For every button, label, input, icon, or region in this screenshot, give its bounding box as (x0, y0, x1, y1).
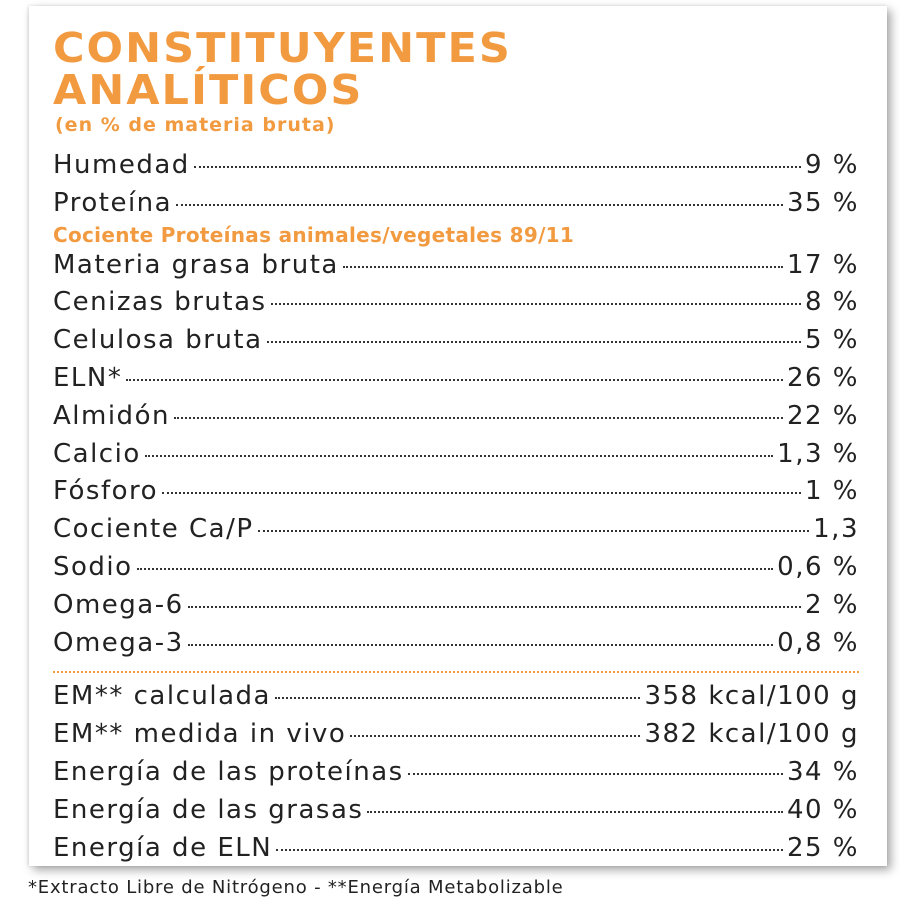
row-label: EM** medida in vivo (53, 719, 347, 750)
row-value: 1 % (804, 476, 859, 507)
dot-leader (187, 643, 774, 646)
row-value: 8 % (804, 287, 859, 318)
row-label: Energía de las grasas (53, 794, 364, 825)
constituent-row: Cenizas brutas 8 % (53, 287, 859, 325)
constituent-row: Omega-6 2 % (53, 590, 859, 628)
row-label: Cociente Ca/P (53, 514, 254, 545)
constituent-row: Omega-3 0,8 % (53, 628, 859, 666)
dot-leader (367, 810, 783, 813)
row-value: 5 % (804, 325, 859, 356)
title-line-1: CONSTITUYENTES (53, 25, 512, 73)
row-value: 35 % (786, 187, 859, 218)
dot-leader (144, 454, 774, 457)
subtitle: (en % de materia bruta) (55, 114, 336, 136)
dot-leader (187, 605, 801, 608)
row-value: 358 kcal/100 g (644, 681, 859, 712)
dot-leader (342, 265, 783, 268)
dot-leader (162, 492, 801, 495)
row-value: 22 % (786, 400, 859, 431)
row-value: 26 % (786, 362, 859, 393)
dot-leader (126, 378, 783, 381)
analysis-card: CONSTITUYENTES ANALÍTICOS (en % de mater… (29, 6, 887, 866)
constituents-list: Humedad 9 % Proteína 35 % Cociente Prote… (53, 150, 859, 870)
dot-leader (274, 697, 641, 700)
row-value: 1,3 % (777, 438, 859, 469)
page-title: CONSTITUYENTES ANALÍTICOS (53, 28, 512, 112)
energy-row: Energía de las grasas 40 % (53, 795, 859, 833)
constituent-row: Sodio 0,6 % (53, 552, 859, 590)
row-value: 1,3 (813, 514, 859, 545)
dot-leader (270, 303, 801, 306)
constituent-row: ELN* 26 % (53, 363, 859, 401)
row-label: Omega-3 (53, 627, 184, 658)
row-label: Energía de ELN (53, 832, 273, 863)
energy-row: EM** calculada 358 kcal/100 g (53, 681, 859, 719)
dot-leader (276, 848, 783, 851)
constituent-row: Cociente Ca/P 1,3 (53, 514, 859, 552)
section-divider (53, 671, 859, 674)
dot-leader (266, 341, 801, 344)
row-value: 40 % (786, 794, 859, 825)
constituent-row: Fósforo 1 % (53, 476, 859, 514)
row-label: Energía de las proteínas (53, 756, 404, 787)
constituent-row: Calcio 1,3 % (53, 439, 859, 477)
row-label: Sodio (53, 551, 133, 582)
row-value: 17 % (786, 249, 859, 280)
energy-row: Energía de ELN 25 % (53, 833, 859, 871)
protein-ratio-note: Cociente Proteínas animales/vegetales 89… (53, 222, 575, 247)
footnote: *Extracto Libre de Nitrógeno - **Energía… (28, 877, 564, 898)
row-label: Calcio (53, 438, 141, 469)
constituent-row: Celulosa bruta 5 % (53, 325, 859, 363)
row-label: Proteína (53, 187, 173, 218)
dot-leader (407, 772, 783, 775)
dot-leader (136, 567, 774, 570)
row-label: Almidón (53, 400, 170, 431)
row-value: 0,6 % (777, 551, 859, 582)
constituent-row: Humedad 9 % (53, 150, 859, 188)
row-label: Fósforo (53, 476, 159, 507)
row-label: ELN* (53, 362, 123, 393)
row-label: Humedad (53, 150, 190, 180)
row-value: 2 % (804, 589, 859, 620)
energy-row: EM** medida in vivo 382 kcal/100 g (53, 719, 859, 757)
row-label: Omega-6 (53, 589, 184, 620)
constituent-row: Materia grasa bruta 17 % (53, 250, 859, 288)
row-value: 9 % (804, 150, 859, 180)
row-value: 25 % (786, 832, 859, 863)
row-label: Cenizas brutas (53, 287, 267, 318)
dot-leader (176, 203, 783, 206)
dot-leader (350, 735, 641, 738)
row-value: 34 % (786, 756, 859, 787)
energy-row: Energía de las proteínas 34 % (53, 757, 859, 795)
row-label: EM** calculada (53, 681, 271, 712)
constituent-row: Proteína 35 % (53, 188, 859, 226)
row-label: Materia grasa bruta (53, 249, 339, 280)
dot-leader (193, 166, 801, 168)
row-value: 382 kcal/100 g (644, 719, 859, 750)
title-line-2: ANALÍTICOS (53, 66, 364, 115)
dot-leader (173, 416, 783, 419)
dot-leader (257, 530, 810, 533)
row-label: Celulosa bruta (53, 325, 263, 356)
row-value: 0,8 % (777, 627, 859, 658)
constituent-row: Almidón 22 % (53, 401, 859, 439)
